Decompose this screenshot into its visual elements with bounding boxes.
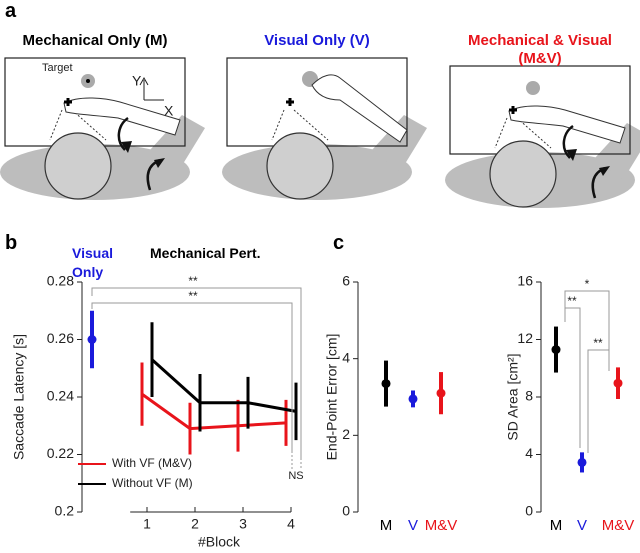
y-tick-label: 0 [525, 503, 533, 519]
y-axis-label: End-Point Error [cm] [324, 334, 340, 461]
y-tick-label: 0.26 [47, 330, 74, 346]
x-tick-label: 1 [143, 516, 151, 532]
panel-letter: a [5, 0, 17, 22]
category-point [613, 378, 623, 388]
y-tick-label: 0.2 [55, 503, 75, 519]
sig-bracket [91, 302, 293, 453]
x-tick-label: M&V [425, 517, 458, 534]
panel-letter: c [333, 232, 345, 254]
annotation: ** [188, 274, 198, 288]
sig-bracket [587, 349, 610, 453]
category-point [408, 394, 418, 404]
y-tick-label: 6 [342, 273, 350, 289]
annotation: ** [188, 289, 198, 303]
category-point [436, 388, 446, 398]
y-tick-label: 2 [342, 426, 350, 442]
x-glyph: X [164, 103, 174, 119]
annotation: NS [288, 470, 303, 482]
series-line [150, 358, 297, 413]
target-dot [86, 79, 90, 83]
annotation: ** [567, 294, 577, 308]
category-point [381, 379, 391, 389]
y-tick-label: 0.28 [47, 273, 74, 289]
y-glyph: Y [132, 73, 142, 89]
annotation: * [585, 277, 590, 291]
y-tick-label: 16 [517, 273, 533, 289]
illustration-m: Target Y X [0, 57, 206, 201]
y-axis-label: SD Area [cm²] [505, 353, 521, 440]
y-tick-label: 0.22 [47, 445, 74, 461]
reference-point [87, 335, 97, 344]
sig-bracket [564, 307, 581, 448]
y-tick-label: 0 [342, 503, 350, 519]
illustration-title: Mechanical & Visual (M&V) [468, 32, 612, 67]
x-tick-label: 4 [287, 516, 295, 532]
category-point [577, 457, 587, 467]
panel-header: Mechanical Pert. [150, 245, 261, 261]
x-tick-label: M [380, 517, 393, 534]
annotation: ** [593, 336, 603, 350]
x-tick-label: M&V [602, 517, 635, 534]
target-label: Target [42, 62, 73, 74]
illustration-v [221, 57, 428, 201]
x-tick-label: V [408, 517, 418, 534]
y-tick-label: 4 [525, 445, 533, 461]
x-tick-label: 3 [239, 516, 247, 532]
target [526, 81, 540, 95]
cursor [509, 106, 517, 114]
cursor [64, 98, 72, 106]
illustration-title: Visual Only (V) [264, 32, 370, 49]
reference-label: Visual Only [72, 245, 113, 280]
series-line [141, 392, 287, 431]
sig-bracket [91, 287, 302, 458]
x-axis-label: #Block [198, 534, 241, 550]
y-tick-label: 4 [342, 349, 350, 365]
illustration-mv [444, 65, 640, 209]
panel-letter: b [5, 232, 18, 254]
illustration-title: Mechanical Only (M) [22, 32, 168, 49]
x-tick-label: V [577, 517, 587, 534]
y-tick-label: 12 [517, 330, 533, 346]
y-tick-label: 8 [525, 388, 533, 404]
y-tick-label: 0.24 [47, 388, 74, 404]
axes-glyph [139, 76, 164, 101]
legend-label: Without VF (M) [112, 476, 193, 490]
sig-bracket [564, 290, 610, 371]
cursor [286, 98, 294, 106]
x-tick-label: M [550, 517, 563, 534]
legend-label: With VF (M&V) [112, 456, 192, 470]
x-tick-label: 2 [191, 516, 199, 532]
hand [311, 74, 408, 143]
y-axis-label: Saccade Latency [s] [11, 334, 27, 460]
category-point [551, 345, 561, 355]
